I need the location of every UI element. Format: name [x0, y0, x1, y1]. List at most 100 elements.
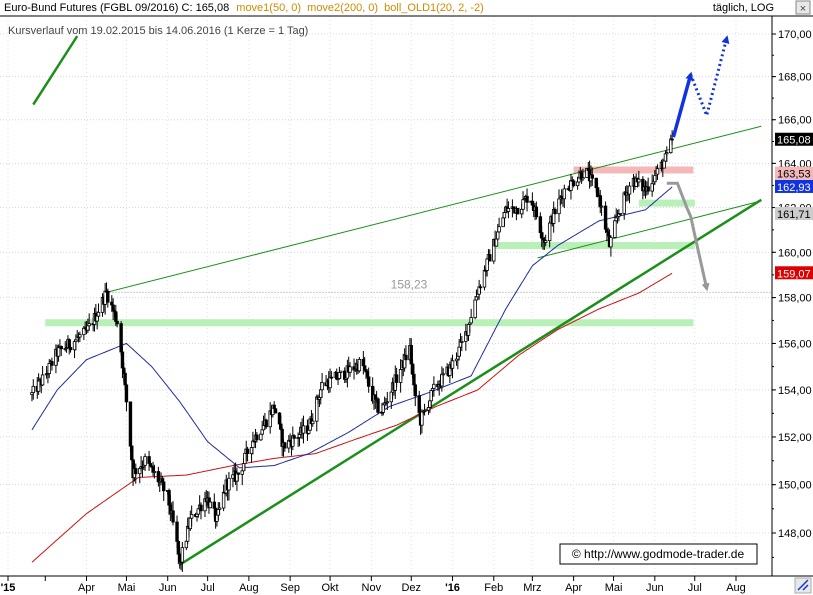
- candle-body: [569, 179, 573, 191]
- watermark-box: © http://www.godmode-trader.de: [559, 543, 758, 565]
- y-tick-label: 156,00: [778, 338, 812, 350]
- scale-mode-label: täglich, LOG: [713, 2, 774, 14]
- candle-body: [236, 472, 240, 475]
- candle-body: [56, 347, 61, 357]
- y-tick-label: 170,00: [778, 29, 812, 41]
- candle-body: [199, 504, 203, 512]
- price-tag-value: 163,53: [777, 169, 811, 181]
- candle-body: [59, 346, 63, 350]
- candle-body: [175, 521, 179, 542]
- candle-body: [534, 206, 539, 218]
- candle-body: [432, 383, 436, 389]
- close-icon: ×: [800, 3, 806, 15]
- ma200-path: [31, 272, 673, 563]
- candle-body: [637, 178, 641, 183]
- candle-body: [571, 180, 576, 187]
- candle-body: [469, 317, 473, 324]
- x-tick-label: Jun: [646, 582, 664, 594]
- candle-body: [301, 425, 306, 434]
- candle-body: [87, 323, 91, 327]
- price-tag-black: 165,08: [775, 132, 813, 147]
- candle-body: [124, 384, 129, 403]
- price-tag-bg: [775, 266, 813, 280]
- forecast-arrow-down: [666, 181, 710, 292]
- support-zone: [493, 242, 695, 250]
- candle-body: [260, 429, 264, 435]
- x-tick-label: Okt: [322, 582, 339, 594]
- resistance-zone: [573, 166, 694, 174]
- x-tick-label: Sep: [280, 582, 300, 594]
- candle-body: [357, 359, 362, 372]
- candle-body: [478, 286, 483, 289]
- x-tick-label: Aug: [239, 582, 259, 594]
- candle-body: [376, 398, 380, 413]
- trendline: [106, 125, 762, 293]
- resize-handle[interactable]: [794, 577, 812, 594]
- candle-body: [670, 138, 674, 141]
- candle-body: [68, 347, 73, 351]
- candle-body: [404, 354, 408, 361]
- candle-body: [106, 290, 110, 303]
- candle-body: [525, 195, 529, 203]
- x-tick-label: '16: [445, 582, 460, 594]
- candle-body: [50, 361, 54, 366]
- candle-body: [665, 152, 669, 155]
- candle-body: [488, 254, 492, 262]
- candle-body: [516, 207, 520, 215]
- x-tick-label: Jun: [159, 582, 177, 594]
- candle-body: [227, 477, 231, 491]
- y-tick-label: 148,00: [778, 528, 812, 540]
- trendline: [537, 200, 762, 259]
- candle-body: [208, 501, 212, 509]
- x-tick-label: Mai: [118, 582, 136, 594]
- candle-body: [311, 420, 315, 425]
- price-zones: [45, 166, 695, 327]
- candle-body: [613, 220, 617, 238]
- candle-body: [134, 468, 138, 475]
- candle-body: [217, 507, 222, 510]
- candle-body: [329, 376, 334, 379]
- close-button[interactable]: ×: [795, 0, 811, 15]
- candle-body: [40, 374, 45, 386]
- price-tag-gray: 161,71: [775, 207, 813, 221]
- candle-body: [609, 237, 613, 248]
- support-zone: [638, 199, 695, 207]
- x-tick-label: Apr: [78, 582, 95, 594]
- candle-body: [543, 240, 548, 243]
- x-tick-label: Apr: [565, 582, 582, 594]
- x-tick-label: Nov: [362, 582, 382, 594]
- ma50-path: [31, 186, 673, 469]
- price-tag-blue: 162,93: [775, 179, 813, 194]
- candle-body: [130, 445, 134, 461]
- candle-body: [385, 401, 390, 404]
- candle-body: [506, 208, 511, 212]
- price-tag-bg: [775, 166, 813, 180]
- trendline: [179, 198, 762, 566]
- candle-body: [366, 376, 371, 387]
- candle-body: [115, 320, 119, 325]
- candle-body: [31, 385, 35, 393]
- candle-body: [590, 174, 594, 179]
- header-line: Euro-Bund Futures (FGBL 09/2016) C: 165,…: [4, 2, 484, 14]
- candle-body: [502, 212, 507, 219]
- forecast-arrows: [666, 35, 730, 292]
- x-tick-label: Feb: [484, 582, 503, 594]
- x-tick-label: Jul: [201, 582, 215, 594]
- price-tag-value: 165,08: [777, 135, 811, 147]
- candle-body: [328, 376, 332, 389]
- candle-body: [521, 199, 525, 210]
- support-zone: [45, 319, 694, 327]
- ma50-line: [31, 186, 673, 469]
- y-tick-label: 150,00: [778, 480, 812, 492]
- indicator-ma200-label: move2(200, 0): [307, 2, 378, 14]
- candle-body: [547, 222, 552, 242]
- y-tick-label: 160,00: [778, 247, 812, 259]
- price-tag-bg: [775, 207, 813, 221]
- candle-body: [292, 435, 296, 439]
- candle-body: [128, 401, 133, 447]
- candle-body: [413, 384, 417, 397]
- indicator-bollinger-label: boll_OLD1(20, 2, -2): [384, 2, 484, 14]
